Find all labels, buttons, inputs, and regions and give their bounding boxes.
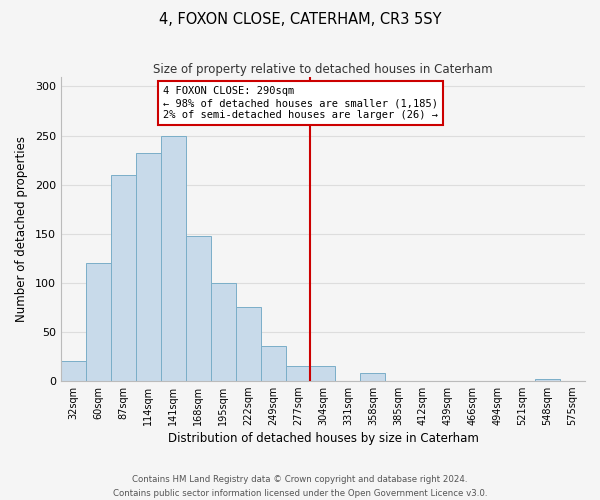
Bar (161, 136, 186, 380)
Text: 4, FOXON CLOSE, CATERHAM, CR3 5SY: 4, FOXON CLOSE, CATERHAM, CR3 5SY (159, 12, 441, 28)
Title: Size of property relative to detached houses in Caterham: Size of property relative to detached ho… (153, 62, 493, 76)
X-axis label: Distribution of detached houses by size in Caterham: Distribution of detached houses by size … (167, 432, 478, 445)
Text: 4 FOXON CLOSE: 290sqm
← 98% of detached houses are smaller (1,185)
2% of semi-de: 4 FOXON CLOSE: 290sqm ← 98% of detached … (163, 86, 438, 120)
Bar (236, 307, 260, 380)
Bar (310, 366, 335, 380)
Y-axis label: Number of detached properties: Number of detached properties (15, 136, 28, 322)
Bar (361, 373, 385, 380)
Bar (535, 378, 560, 380)
Bar (286, 366, 310, 380)
Bar (111, 174, 136, 380)
Bar (260, 346, 286, 380)
Bar (86, 263, 111, 380)
Bar (186, 236, 211, 380)
Bar (136, 153, 161, 380)
Bar (61, 361, 86, 380)
Text: Contains HM Land Registry data © Crown copyright and database right 2024.
Contai: Contains HM Land Registry data © Crown c… (113, 476, 487, 498)
Bar (211, 282, 236, 380)
